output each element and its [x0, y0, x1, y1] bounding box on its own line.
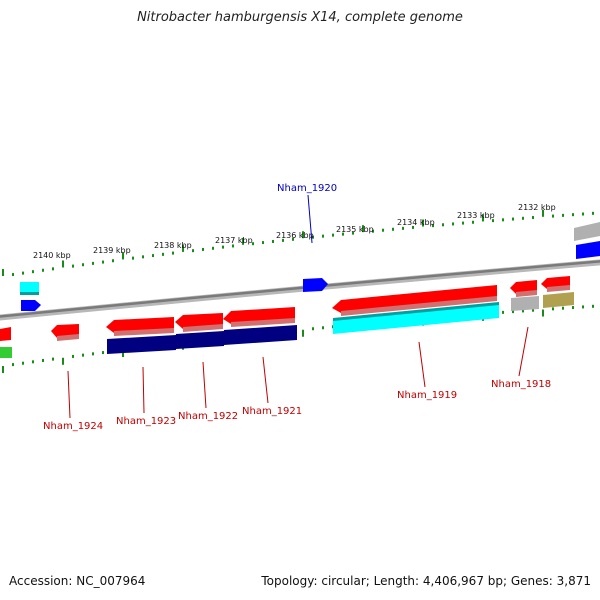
genome-stats-text: Topology: circular; Length: 4,406,967 bp… — [261, 574, 591, 588]
kbp-label-2133: 2133 kbp — [457, 211, 495, 220]
kbp-label-2136: 2136 kbp — [276, 231, 314, 240]
gene-label-nham-1918[interactable]: Nham_1918 — [491, 379, 551, 390]
inner-tick-row — [2, 304, 594, 373]
leader-nham-1919 — [418, 341, 426, 388]
gene-nham-1920[interactable] — [303, 278, 328, 292]
map-title: Nitrobacter hamburgensis X14, complete g… — [137, 10, 463, 25]
kbp-labels: 2140 kbp 2139 kbp 2138 kbp 2137 kbp 2136… — [33, 203, 556, 260]
kbp-label-2138: 2138 kbp — [154, 241, 192, 250]
kbp-label-2134: 2134 kbp — [397, 218, 435, 227]
gene-nham-1922-upper-shade — [183, 324, 223, 332]
gene-nham-1924[interactable] — [51, 324, 79, 338]
gene-nham-1924-shade — [57, 334, 79, 341]
leader-nham-1922 — [202, 361, 207, 409]
gene-label-nham-1919[interactable]: Nham_1919 — [397, 390, 457, 401]
gene-cyan-left-shade — [20, 292, 39, 295]
gene-nham-1918-shade — [516, 290, 537, 297]
gene-nham-1919-shade — [333, 302, 499, 321]
gene-red-left-edge[interactable] — [0, 327, 11, 341]
gene-gray-1918[interactable] — [511, 296, 539, 311]
kbp-label-2135: 2135 kbp — [336, 225, 374, 234]
gene-olive-right[interactable] — [543, 292, 574, 308]
leader-nham-1924 — [67, 370, 71, 419]
leader-nham-1921 — [262, 356, 269, 404]
kbp-label-2137: 2137 kbp — [215, 236, 253, 245]
genes-reverse — [0, 276, 574, 358]
gene-cyan-left[interactable] — [20, 282, 39, 294]
genome-backbone-core — [0, 260, 600, 318]
leader-nham-1923 — [142, 366, 145, 414]
gene-nham-1923-upper-shade — [114, 328, 174, 336]
gene-nham-1922[interactable] — [176, 331, 224, 349]
gene-red-right-shade — [547, 285, 570, 292]
kbp-label-2140: 2140 kbp — [33, 251, 71, 260]
gene-gray-right-top[interactable] — [574, 222, 600, 241]
kbp-label-2132: 2132 kbp — [518, 203, 556, 212]
gene-label-nham-1922[interactable]: Nham_1922 — [178, 411, 238, 422]
gene-nham-1919-upper[interactable] — [332, 285, 497, 313]
gene-nham-1918[interactable] — [510, 280, 537, 294]
leader-nham-1918 — [518, 326, 529, 377]
accession-text: Accession: NC_007964 — [9, 574, 146, 588]
leader-nham-1920 — [307, 194, 313, 244]
gene-labels: Nham_1920 Nham_1924 Nham_1923 Nham_1922 … — [43, 183, 551, 432]
label-leaders — [67, 194, 529, 419]
gene-label-nham-1923[interactable]: Nham_1923 — [116, 416, 176, 427]
gene-label-nham-1924[interactable]: Nham_1924 — [43, 421, 103, 432]
gene-nham-1921[interactable] — [224, 325, 297, 345]
outer-tick-row — [2, 209, 594, 277]
genes-forward — [20, 222, 600, 311]
gene-green-left-edge[interactable] — [0, 347, 12, 358]
gene-nham-1919[interactable] — [333, 304, 499, 334]
kbp-label-2139: 2139 kbp — [93, 246, 131, 255]
gene-blue-left[interactable] — [21, 300, 41, 311]
gene-nham-1923[interactable] — [107, 335, 176, 354]
gene-label-nham-1920[interactable]: Nham_1920 — [277, 183, 337, 194]
gene-blue-right-top[interactable] — [576, 241, 600, 259]
gene-label-nham-1921[interactable]: Nham_1921 — [242, 406, 302, 417]
gene-nham-1921-upper-shade — [231, 318, 295, 327]
gene-nham-1919-upper-shade — [341, 296, 497, 316]
